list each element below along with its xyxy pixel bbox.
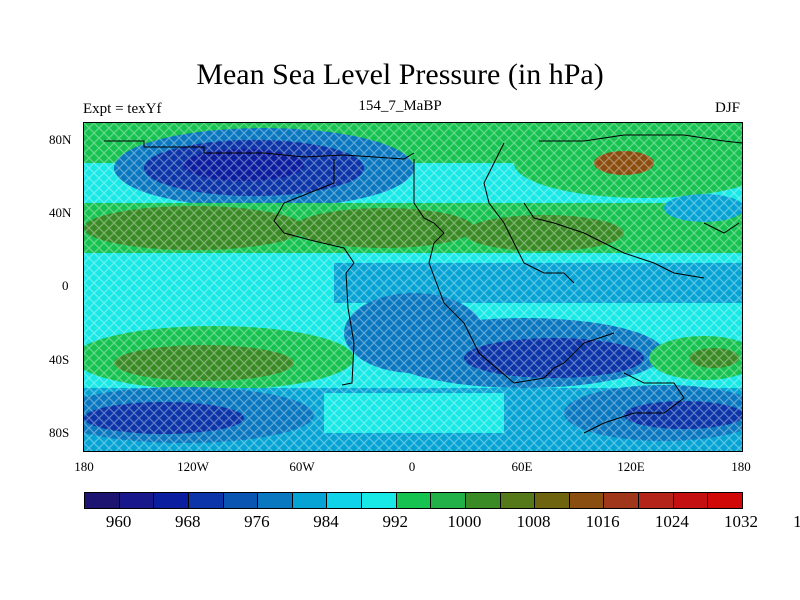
colorbar-swatch (569, 493, 605, 508)
colorbar-label: 1008 (516, 512, 551, 531)
period-label: 154_7_MaBP (358, 98, 442, 114)
colorbar-label: 1040 (793, 512, 800, 531)
season-label: DJF (714, 100, 740, 116)
colorbar-swatch (535, 493, 570, 508)
colorbar-label: 992 (382, 512, 408, 531)
lon-label-180w: 180 (74, 459, 94, 474)
colorbar-label: 976 (244, 512, 270, 531)
colorbar-label: 968 (174, 512, 201, 531)
colorbar-swatch (119, 493, 155, 508)
pressure-map (83, 122, 743, 452)
lat-label-40n: 40N (49, 205, 72, 220)
colorbar-swatch (188, 493, 224, 508)
colorbar-swatch (673, 493, 709, 508)
colorbar-swatch (604, 493, 639, 508)
colorbar-swatch (154, 493, 189, 508)
colorbar-label: 984 (313, 512, 339, 531)
lon-label-120e: 120E (617, 459, 645, 474)
lat-label-0: 0 (62, 278, 69, 293)
lat-label-80s: 80S (49, 425, 70, 440)
lon-label-60e: 60E (511, 459, 533, 474)
colorbar-swatch (708, 493, 742, 508)
colorbar-swatch (258, 493, 293, 508)
experiment-label: Expt = texYf (83, 101, 162, 117)
lon-label-60w: 60W (289, 459, 315, 474)
colorbar-swatch (396, 493, 432, 508)
map-title: Mean Sea Level Pressure (in hPa) (196, 58, 604, 91)
coastlines (104, 134, 742, 434)
colorbar (84, 492, 743, 509)
lat-label-80n: 80N (49, 132, 72, 147)
colorbar-label: 1032 (724, 512, 758, 531)
pressure-field (84, 123, 742, 451)
colorbar-swatch (465, 493, 501, 508)
colorbar-swatch (292, 493, 328, 508)
colorbar-swatch (431, 493, 466, 508)
lon-label-120w: 120W (177, 459, 209, 474)
colorbar-label: 1024 (654, 512, 689, 531)
lon-label-0: 0 (408, 459, 416, 474)
colorbar-swatch (639, 493, 674, 508)
colorbar-swatch (327, 493, 362, 508)
colorbar-label: 960 (105, 512, 132, 531)
colorbar-swatch (85, 493, 120, 508)
colorbar-swatch (500, 493, 536, 508)
colorbar-label: 1000 (447, 512, 482, 531)
colorbar-swatch (223, 493, 259, 508)
colorbar-label: 1016 (585, 512, 620, 531)
colorbar-swatch (362, 493, 397, 508)
lat-label-40s: 40S (49, 352, 70, 367)
lon-label-180e: 180 (731, 459, 751, 474)
